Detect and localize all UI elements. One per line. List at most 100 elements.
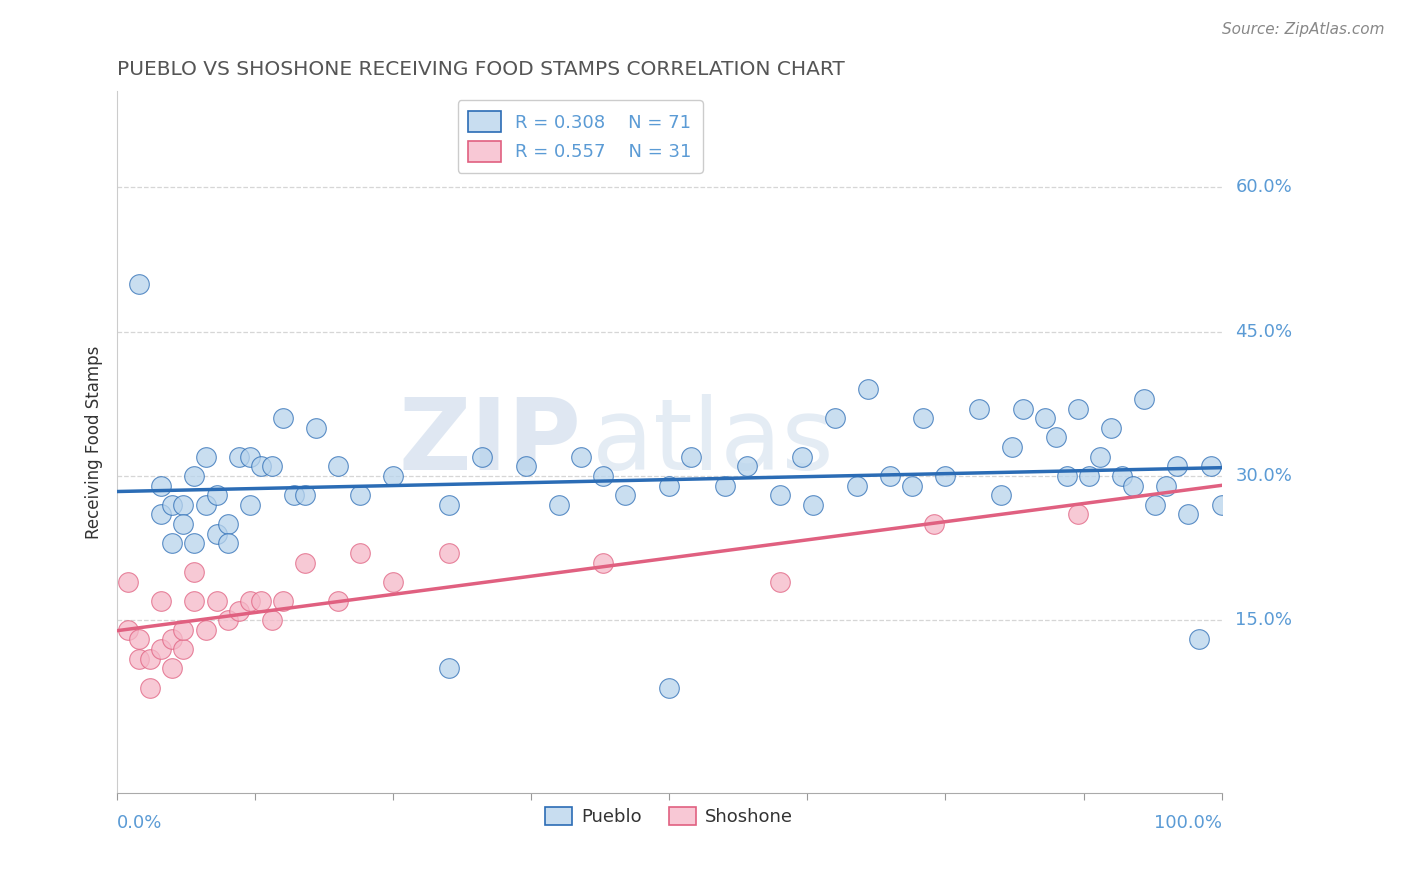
Point (294, 488, 316, 502)
Point (1056, 469, 1078, 483)
Point (283, 488, 305, 502)
Point (924, 517, 946, 532)
Point (382, 469, 405, 483)
Point (217, 613, 239, 627)
Point (437, 546, 460, 560)
Text: atlas: atlas (592, 393, 834, 491)
Point (239, 450, 262, 464)
Point (1199, 459, 1222, 474)
Point (1111, 469, 1133, 483)
Point (1099, 421, 1122, 435)
Point (1045, 430, 1067, 444)
Point (548, 498, 571, 512)
Point (1133, 392, 1156, 406)
Point (162, 498, 184, 512)
Point (437, 661, 460, 675)
Point (183, 469, 205, 483)
Point (128, 632, 150, 647)
Point (1088, 450, 1111, 464)
Point (271, 411, 294, 425)
Point (172, 623, 194, 637)
Point (217, 517, 239, 532)
Point (713, 478, 735, 492)
Point (801, 498, 824, 512)
Point (515, 459, 537, 474)
Point (128, 277, 150, 291)
Point (1001, 440, 1024, 454)
Point (249, 459, 271, 474)
Point (1078, 469, 1101, 483)
Point (117, 623, 139, 637)
Text: 45.0%: 45.0% (1236, 323, 1292, 341)
Point (901, 478, 924, 492)
Point (205, 526, 228, 541)
Point (592, 469, 614, 483)
Point (260, 459, 283, 474)
Point (194, 498, 217, 512)
Point (150, 642, 173, 657)
Point (239, 594, 262, 608)
Point (349, 488, 371, 502)
Point (769, 574, 792, 589)
Point (437, 498, 460, 512)
Point (294, 556, 316, 570)
Point (879, 469, 901, 483)
Point (150, 508, 173, 522)
Point (1033, 411, 1056, 425)
Point (228, 604, 250, 618)
Point (249, 594, 271, 608)
Point (735, 459, 758, 474)
Point (846, 478, 869, 492)
Point (305, 421, 328, 435)
Point (194, 623, 217, 637)
Text: Source: ZipAtlas.com: Source: ZipAtlas.com (1222, 22, 1385, 37)
Point (1211, 498, 1233, 512)
Y-axis label: Receiving Food Stamps: Receiving Food Stamps (86, 345, 103, 539)
Point (183, 536, 205, 550)
Point (172, 642, 194, 657)
Point (217, 536, 239, 550)
Text: 60.0%: 60.0% (1236, 178, 1292, 196)
Point (990, 488, 1012, 502)
Point (967, 401, 990, 416)
Point (260, 613, 283, 627)
Point (139, 651, 162, 665)
Point (139, 681, 162, 695)
Point (769, 488, 792, 502)
Text: ZIP: ZIP (398, 393, 581, 491)
Point (824, 411, 846, 425)
Point (183, 565, 205, 579)
Point (569, 450, 592, 464)
Point (1067, 401, 1090, 416)
Point (205, 594, 228, 608)
Point (1122, 478, 1144, 492)
Point (326, 459, 349, 474)
Legend: Pueblo, Shoshone: Pueblo, Shoshone (538, 799, 800, 833)
Point (349, 546, 371, 560)
Point (1011, 401, 1033, 416)
Text: 15.0%: 15.0% (1236, 611, 1292, 629)
Point (856, 383, 879, 397)
Text: 0.0%: 0.0% (117, 814, 163, 832)
Point (239, 498, 262, 512)
Point (1156, 478, 1178, 492)
Text: 30.0%: 30.0% (1236, 467, 1292, 485)
Point (172, 498, 194, 512)
Point (382, 574, 405, 589)
Point (1067, 508, 1090, 522)
Point (205, 488, 228, 502)
Point (1177, 508, 1199, 522)
Point (471, 450, 494, 464)
Point (162, 661, 184, 675)
Point (172, 517, 194, 532)
Point (934, 469, 956, 483)
Point (150, 594, 173, 608)
Point (162, 632, 184, 647)
Text: PUEBLO VS SHOSHONE RECEIVING FOOD STAMPS CORRELATION CHART: PUEBLO VS SHOSHONE RECEIVING FOOD STAMPS… (117, 60, 845, 78)
Point (1188, 632, 1211, 647)
Point (681, 450, 703, 464)
Point (117, 574, 139, 589)
Point (912, 411, 935, 425)
Point (183, 594, 205, 608)
Point (271, 594, 294, 608)
